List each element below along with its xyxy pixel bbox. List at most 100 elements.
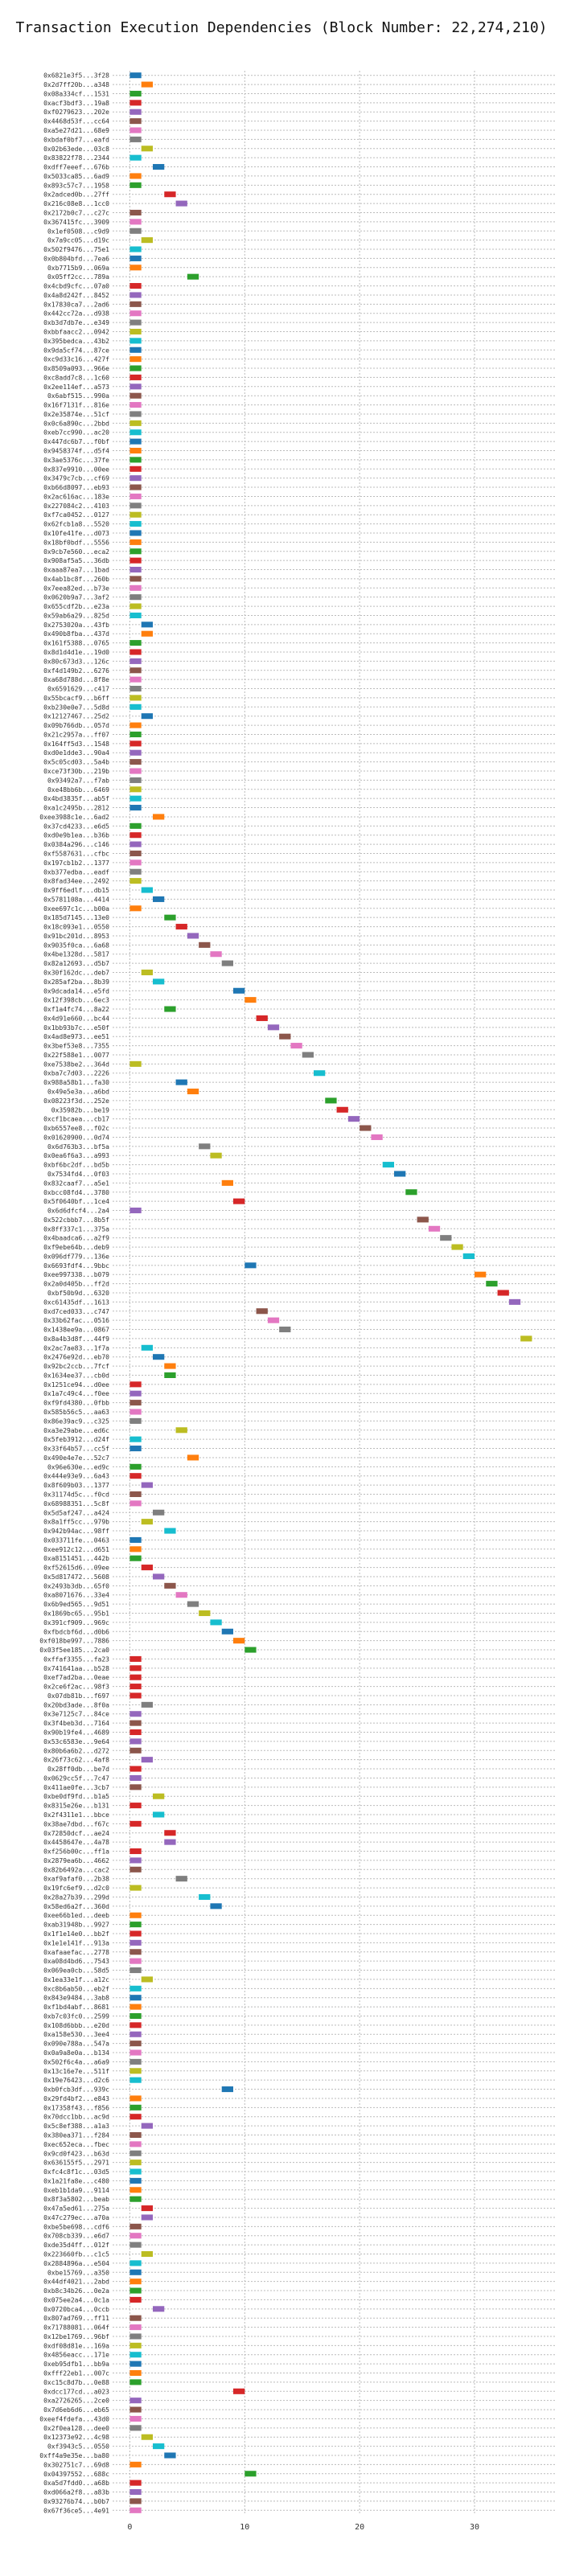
y-tick-label: 0x8f609b03...1377 [43, 1482, 109, 1489]
transaction-bar [153, 896, 165, 902]
transaction-bar [175, 1876, 187, 1882]
transaction-bar [520, 1335, 532, 1342]
transaction-bar [129, 2131, 142, 2139]
transaction-bar [129, 447, 142, 454]
transaction-bar [153, 814, 165, 820]
y-tick-label: 0xacf3bdf3...19a8 [43, 100, 109, 107]
y-tick-label: 0x444e93e9...6a43 [43, 1473, 109, 1480]
transaction-bar [129, 1949, 142, 1955]
y-tick-label: 0x58ed6a2f...360d [43, 1903, 109, 1910]
transaction-bar [129, 2223, 142, 2229]
transaction-bar [417, 1216, 429, 1223]
transaction-bar [129, 1738, 142, 1745]
transaction-bar [129, 2296, 142, 2303]
transaction-bar [129, 731, 142, 737]
transaction-bar [129, 841, 142, 847]
transaction-bar [129, 612, 142, 618]
transaction-bar [290, 1043, 302, 1049]
y-tick-label: 0x70dcc1bb...ac9d [43, 2114, 109, 2121]
transaction-bar [325, 1097, 337, 1104]
y-tick-label: 0x2493b3db...65f0 [43, 1582, 109, 1589]
y-tick-label: 0x33b62fac...0516 [43, 1317, 109, 1324]
transaction-bar [187, 933, 199, 939]
transaction-bar [129, 1463, 142, 1470]
y-tick-label: 0xeb7cc990...ac20 [43, 429, 109, 437]
transaction-bar [129, 2260, 142, 2266]
y-tick-label: 0x4bd3835f...ab5f [43, 795, 109, 802]
x-tick-label: 0 [127, 2523, 132, 2532]
y-tick-label: 0xbe0df9fd...b1a5 [43, 1793, 109, 1800]
transaction-bar [129, 786, 142, 793]
transaction-bar [129, 2507, 142, 2513]
y-tick-label: 0x93492a7...f7ab [47, 777, 109, 784]
y-tick-label: 0x7a9cc05...d19c [47, 237, 109, 244]
y-tick-label: 0xa08d4bd6...7543 [43, 1958, 109, 1965]
y-tick-label: 0x442cc72a...d938 [43, 310, 109, 318]
transaction-bar [129, 310, 142, 317]
y-tick-label: 0xbf6bc2df...bd5b [43, 1162, 109, 1169]
transaction-bar [129, 356, 142, 363]
transaction-bar [129, 1491, 142, 1498]
y-tick-label: 0x31174d5c...f0cd [43, 1491, 109, 1498]
y-tick-label: 0xab31948b...9927 [43, 1922, 109, 1929]
y-tick-label: 0x82b6492a...cac2 [43, 1866, 109, 1873]
y-tick-label: 0x5feb3912...d24f [43, 1436, 109, 1443]
y-tick-label: 0xf9fd4380...0fbb [43, 1400, 109, 1407]
y-tick-label: 0xee66b1ed...deeb [43, 1912, 109, 1919]
y-tick-label: 0x09b766db...057d [43, 722, 109, 729]
transaction-bar [129, 1720, 142, 1726]
y-tick-label: 0x21c2957a...ff07 [43, 731, 109, 738]
transaction-bar [129, 392, 142, 399]
transaction-bar [129, 1866, 142, 1873]
transaction-bar [129, 136, 142, 142]
transaction-bar [129, 805, 142, 811]
transaction-bar [394, 1171, 406, 1177]
transaction-bar [129, 511, 142, 518]
transaction-bar [141, 2205, 153, 2212]
transaction-bar [129, 1967, 142, 1974]
y-tick-label: 0xbe15769...a350 [47, 2269, 109, 2276]
transaction-bar [141, 2434, 153, 2440]
y-tick-label: 0x2f0ea128...dee0 [43, 2425, 109, 2432]
y-tick-label: 0x96e630e...ed9c [47, 1463, 109, 1471]
transaction-bar [129, 2425, 142, 2431]
y-tick-label: 0xaf9afaf0...2b38 [43, 1876, 109, 1883]
y-tick-label: 0x08a334cf...1531 [43, 90, 109, 97]
chart-title: Transaction Execution Dependencies (Bloc… [15, 19, 547, 36]
transaction-bar [129, 2068, 142, 2074]
transaction-bar [129, 365, 142, 371]
y-tick-label: 0x069ea0cb...58d5 [43, 1967, 109, 1975]
bars-layer [129, 72, 532, 2513]
transaction-bar [245, 997, 257, 1003]
y-tick-label: 0xbf50b9d...6320 [47, 1290, 109, 1297]
y-tick-label: 0x1ef0508...c9d9 [47, 228, 109, 235]
transaction-bar [164, 2452, 176, 2459]
y-tick-label: 0xec652eca...fbec [43, 2141, 109, 2148]
y-tick-label: 0xeb95dfb1...bb9a [43, 2361, 109, 2368]
transaction-bar [486, 1281, 498, 1287]
y-tick-label: 0x2ce6f2ac...98f3 [43, 1684, 109, 1691]
y-tick-label: 0x2ee114ef...a573 [43, 384, 109, 391]
y-tick-label: 0xb230e0e7...5d8d [43, 703, 109, 711]
y-tick-label: 0xbbfaacc2...0942 [43, 328, 109, 335]
transaction-bar [347, 1116, 360, 1122]
transaction-bar [129, 475, 142, 482]
y-tick-label: 0x908af5a5...36db [43, 557, 109, 564]
y-tick-label: 0x17358f43...f856 [43, 2104, 109, 2111]
y-tick-label: 0x502f9476...75e1 [43, 246, 109, 253]
transaction-bar [129, 859, 142, 866]
transaction-bar [199, 941, 211, 948]
transaction-bar [141, 969, 153, 976]
y-tick-label: 0x9458374f...d5f4 [43, 448, 109, 455]
y-tick-label: 0xc15c8d7b...0e88 [43, 2379, 109, 2386]
transaction-bar [129, 301, 142, 307]
transaction-bar [129, 347, 142, 353]
transaction-bar [141, 1565, 153, 1571]
transaction-bar [153, 1811, 165, 1818]
transaction-bar [199, 1610, 211, 1617]
transaction-bar [129, 2398, 142, 2404]
transaction-bar [129, 1848, 142, 1855]
y-tick-label: 0x4856eacc...171e [43, 2352, 109, 2359]
y-tick-label: 0x35982b...be19 [51, 1106, 109, 1114]
